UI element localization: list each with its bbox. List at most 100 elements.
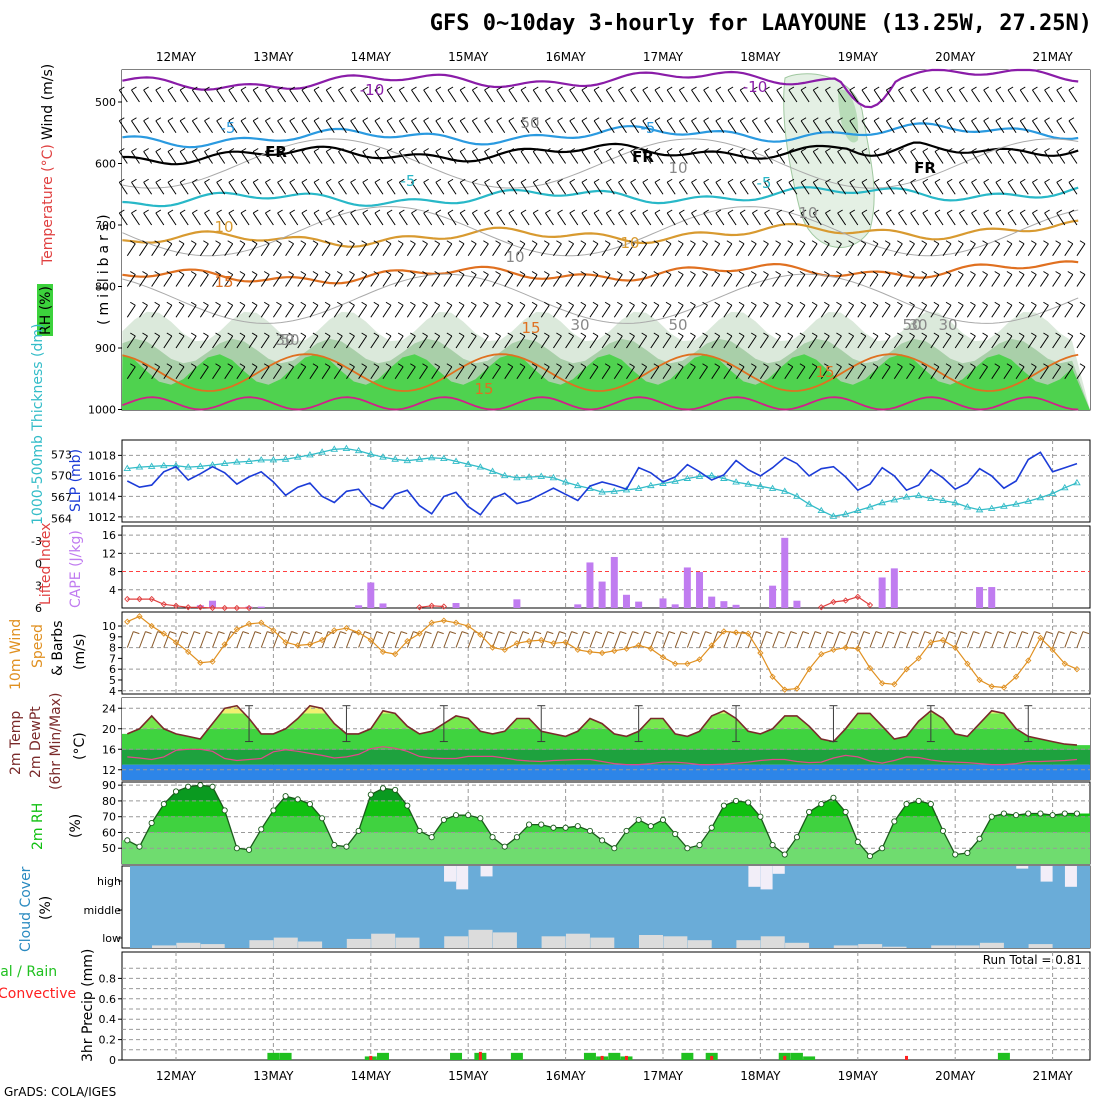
axis-tick-label: 16 [102,743,116,756]
wind-barb [983,181,993,195]
wind-barb-flag [446,301,453,306]
wind-barb-flag [837,117,843,122]
low-cloud-block [858,944,883,948]
wind-barb [264,89,274,103]
wind-barb-flag [362,117,369,122]
surface-wind-barb-flag [194,631,201,635]
wind-barb-flag [543,240,550,245]
wind-barb-flag [227,301,233,306]
wind-barb [374,212,384,226]
wind-barb [1032,212,1041,226]
wind-barb [492,243,501,257]
wind-barb-flag [411,209,417,214]
wind10m-point [355,629,362,636]
rh-legend-swatch [37,284,53,336]
wind-barb [934,89,944,103]
wind-barb-flag [484,209,490,214]
wind-barb [569,212,579,226]
wind-barb [1019,89,1029,103]
wind-barb [857,304,867,318]
wind-barb [1052,243,1062,257]
wind-barb [131,181,140,195]
wind-barb-flag [143,117,149,122]
wind-barb [630,120,640,134]
wind-barb [812,89,822,103]
surface-wind-barb-flag [668,631,676,635]
wind10m-point [708,642,715,649]
wind-barb [350,120,360,134]
wind-barb-flag [288,271,294,275]
wind-barb [812,151,822,164]
panel8-labels: Total / Rain Convective 3hr Precip (mm) … [0,949,1082,1062]
wind-barb-flag [154,332,160,337]
wind-barb-flag [825,148,831,152]
lifted-index-point [416,604,423,611]
wind-barb [626,243,635,257]
lifted-index-point [440,603,447,610]
wind-barb-flag [922,117,929,122]
wind-barb-flag [192,117,198,122]
wind-barb-flag [654,209,661,214]
wind-barb [151,366,161,380]
wind-barb-flag [679,209,685,214]
wind-barb-flag [277,117,283,122]
wind-barb-flag [399,117,405,122]
wind-barb-flag [556,332,562,337]
wind-barb [459,120,469,134]
wind-barb [435,151,445,164]
wind10m-point [891,681,898,688]
wind-barb-flag [545,86,551,91]
wind-barb-flag [994,271,1000,275]
surface-wind-barb [942,631,950,648]
wind-barb-flag [581,178,588,183]
wind-barb [971,212,980,226]
wind-barb [459,181,469,195]
precip-convective-bar [369,1055,373,1060]
wind-barb-flag [397,271,404,275]
wind-barb [264,181,274,195]
thickness-point [330,445,339,452]
wind10m-point [672,660,679,667]
wind-barb [187,274,197,287]
wind-barb [224,274,234,287]
wind-barb [825,89,834,103]
wind-barb-flag [1006,332,1013,337]
surface-wind-barb-flag [254,631,262,635]
wind-barb-flag [727,86,734,91]
wind-barb-flag [1067,301,1074,306]
rh2m-point [988,813,995,820]
wind-barb-flag [653,240,660,245]
wind-barb-flag [994,240,1000,245]
surface-wind-barb [358,631,366,648]
contour-label: 10 [214,218,233,236]
wind-barb-flag [119,178,125,183]
wind-barb [228,212,238,226]
wind-barb [313,89,323,103]
wind-barb [338,212,347,226]
wind10m-point [939,636,947,644]
wind-barb-flag [131,209,137,214]
cloud-level-label: high [97,875,121,888]
wind-barb-flag [385,271,392,275]
wind-barb-flag [1068,117,1075,122]
wind-barb [301,212,311,226]
rh2m-point [769,842,776,849]
wind-barb [350,212,360,226]
thickness-point [939,496,947,504]
wind-barb-flag [349,240,355,245]
wind-barb [557,89,567,103]
cape-bar [890,568,898,608]
surface-wind-barb [979,631,987,648]
wind-barb-flag [324,332,331,337]
wind-barb-flag [580,240,587,245]
wind-barb-flag [496,178,502,183]
surface-wind-barb [881,631,889,648]
wind-barb [812,120,822,134]
low-cloud-block [931,945,956,948]
wind-barb [467,274,477,287]
wind-barb-flag [811,271,818,275]
wind-barb [1003,304,1013,318]
surface-wind-barb-flag [912,631,919,635]
rh2m-point [245,846,253,853]
wind-barb [350,181,360,195]
